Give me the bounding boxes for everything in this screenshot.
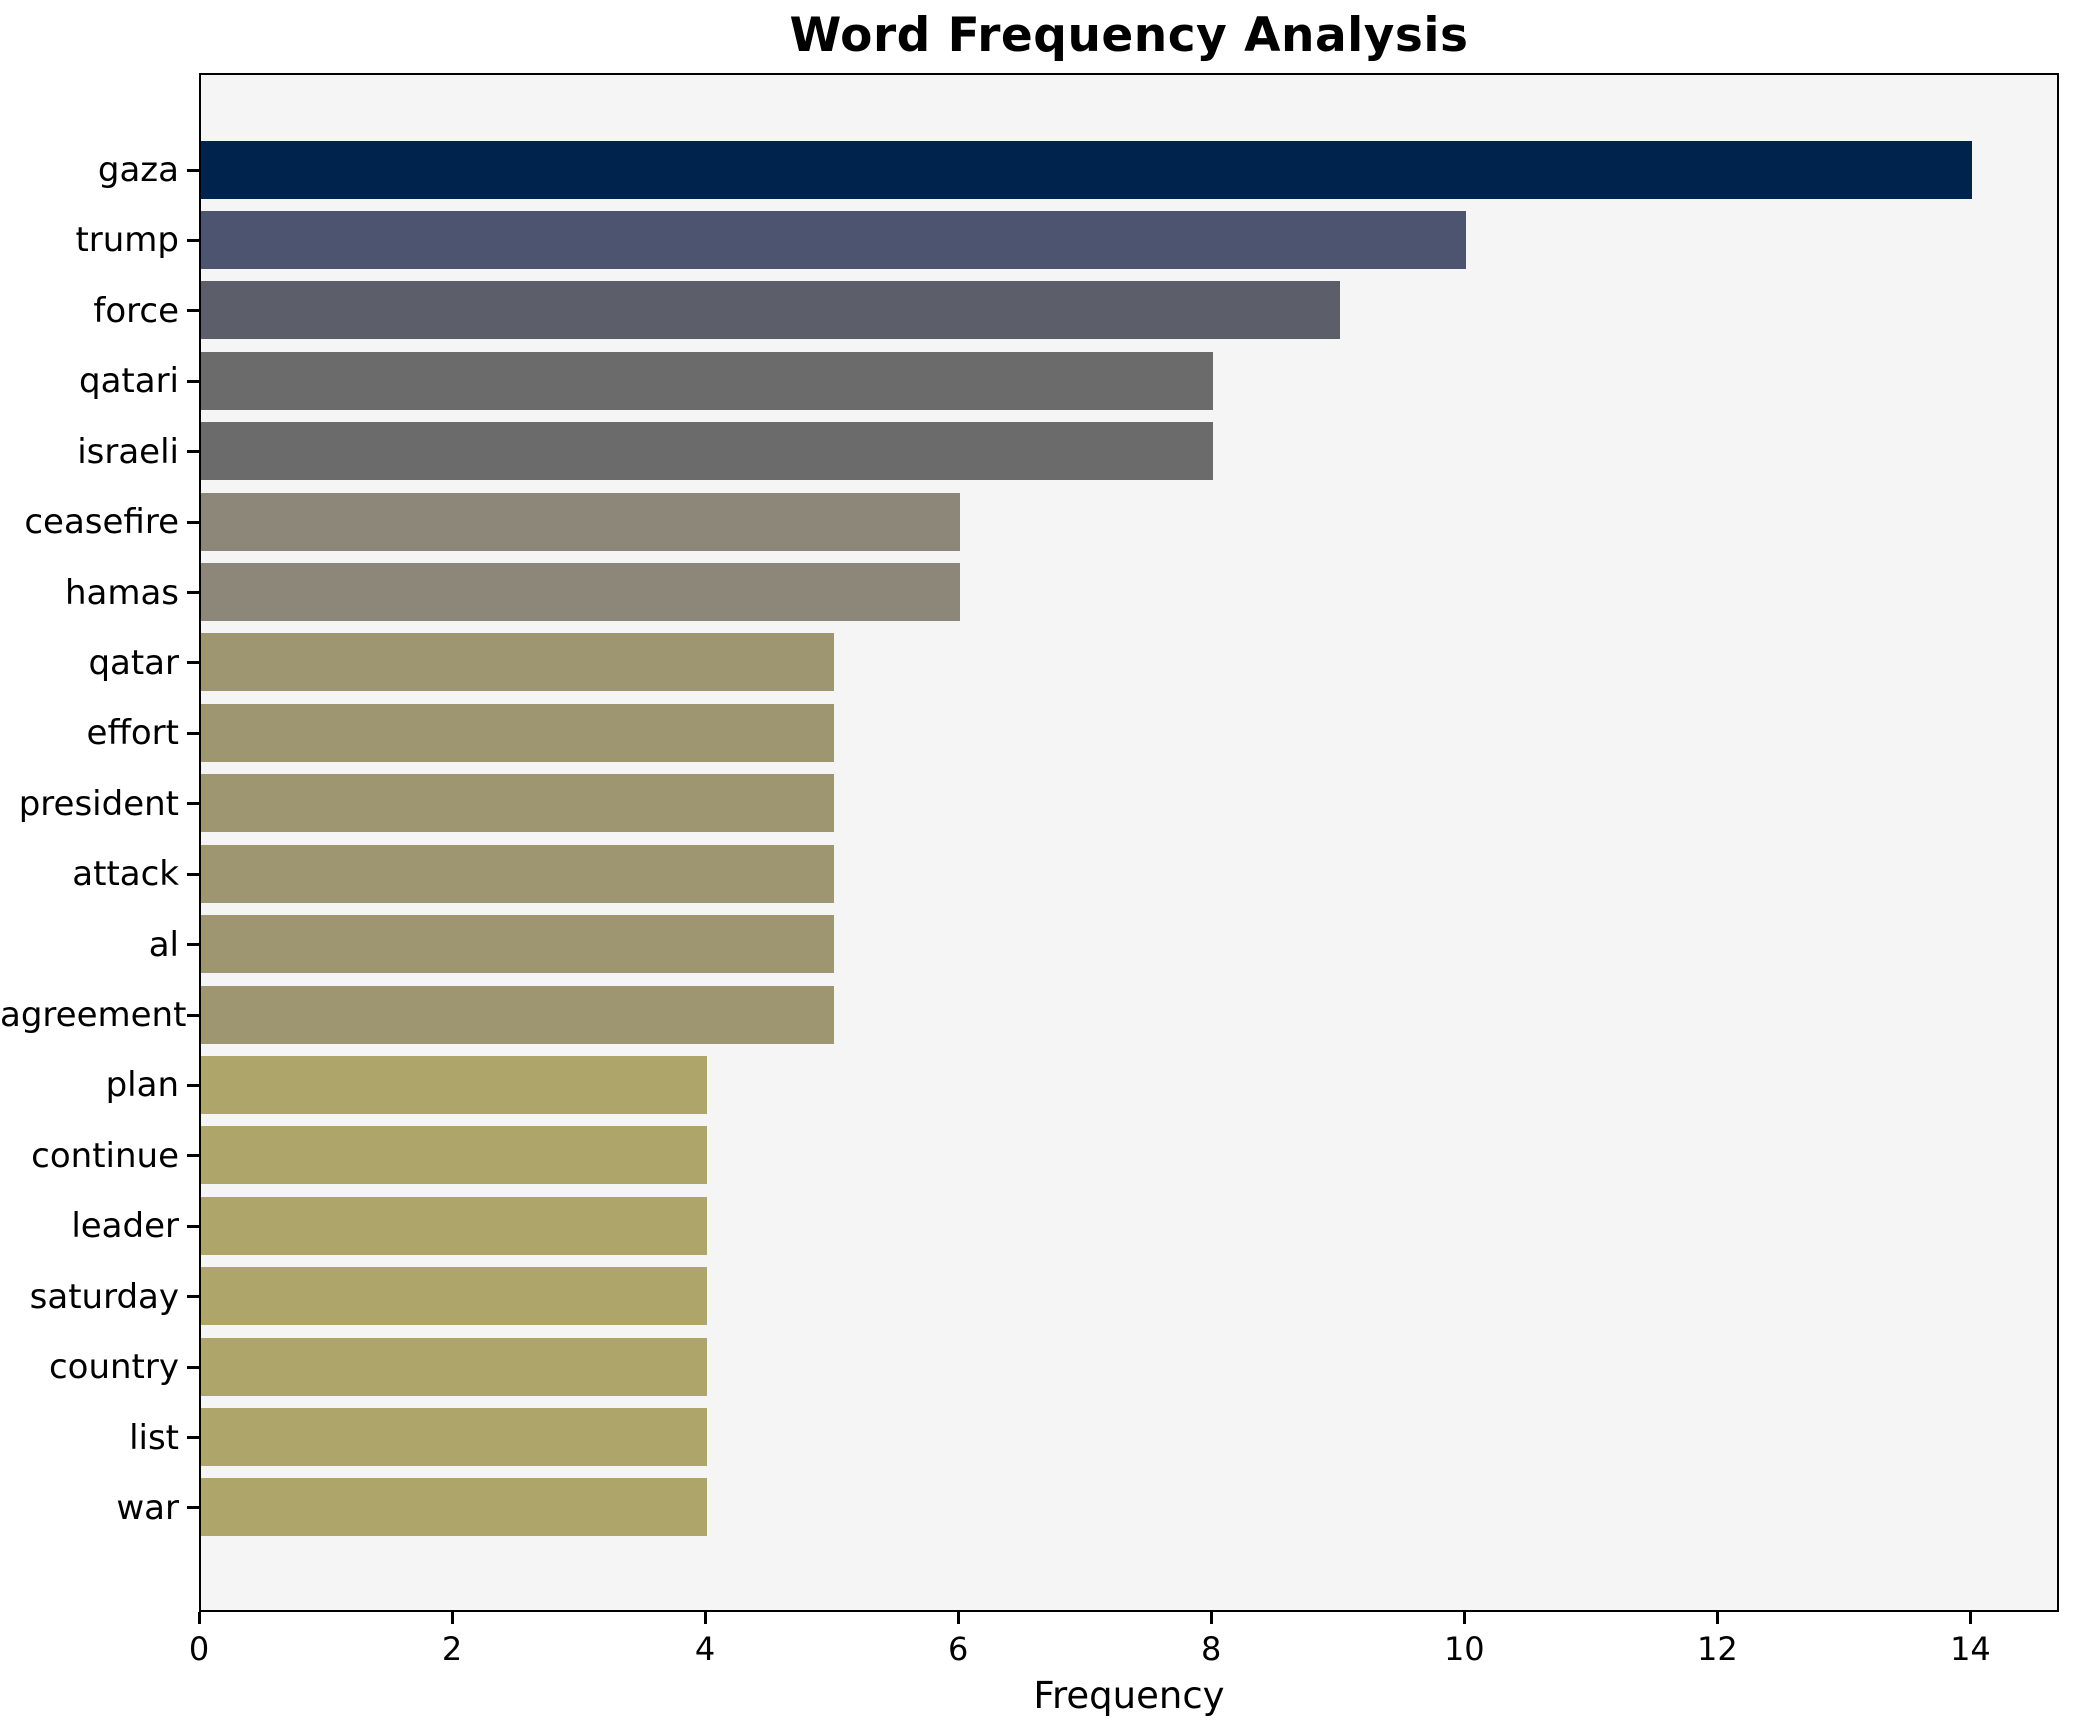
y-tick-mark	[187, 591, 199, 595]
bar-qatari	[201, 351, 1214, 410]
bar-leader	[201, 1196, 708, 1255]
bar-gaza	[201, 140, 1973, 199]
y-tick-mark	[187, 1506, 199, 1510]
y-tick-mark	[187, 872, 199, 876]
plot-area	[199, 73, 2059, 1612]
y-tick-mark	[187, 520, 199, 524]
bar-plan	[201, 1055, 708, 1114]
y-tick-label-al: al	[148, 924, 179, 965]
y-tick-mark	[187, 450, 199, 454]
x-tick-mark	[1209, 1612, 1213, 1624]
y-tick-label-israeli: israeli	[77, 431, 179, 472]
y-tick-label-saturday: saturday	[29, 1276, 179, 1317]
x-tick-label-4: 4	[694, 1630, 716, 1668]
bar-country	[201, 1337, 708, 1396]
y-tick-label-qatar: qatar	[88, 642, 179, 683]
x-tick-label-6: 6	[947, 1630, 969, 1668]
x-axis-title: Frequency	[1033, 1674, 1225, 1717]
y-tick-label-attack: attack	[72, 854, 179, 895]
bar-effort	[201, 703, 834, 762]
x-tick-label-12: 12	[1697, 1630, 1738, 1668]
y-tick-mark	[187, 1436, 199, 1440]
y-tick-label-list: list	[129, 1417, 179, 1458]
x-tick-mark	[197, 1612, 201, 1624]
y-tick-mark	[187, 309, 199, 313]
bar-hamas	[201, 563, 961, 622]
bar-israeli	[201, 422, 1214, 481]
x-tick-mark	[1968, 1612, 1972, 1624]
y-tick-label-president: president	[18, 783, 179, 824]
y-tick-label-force: force	[93, 290, 179, 331]
bar-al	[201, 915, 834, 974]
y-tick-mark	[187, 1224, 199, 1228]
bar-qatar	[201, 633, 834, 692]
y-tick-mark	[187, 943, 199, 947]
y-tick-mark	[187, 168, 199, 172]
x-tick-mark	[703, 1612, 707, 1624]
y-tick-mark	[187, 661, 199, 665]
y-tick-label-qatari: qatari	[78, 361, 179, 402]
bar-force	[201, 281, 1340, 340]
bar-saturday	[201, 1267, 708, 1326]
y-tick-label-hamas: hamas	[64, 572, 179, 613]
y-tick-mark	[187, 731, 199, 735]
bar-agreement	[201, 985, 834, 1044]
y-tick-label-plan: plan	[105, 1065, 179, 1106]
y-tick-label-country: country	[48, 1347, 179, 1388]
x-tick-mark	[956, 1612, 960, 1624]
y-tick-label-ceasefire: ceasefire	[24, 502, 179, 543]
y-tick-mark	[187, 1083, 199, 1087]
bar-trump	[201, 210, 1467, 269]
y-tick-mark	[187, 238, 199, 242]
y-tick-label-gaza: gaza	[97, 150, 179, 190]
y-tick-label-leader: leader	[71, 1206, 179, 1247]
bar-continue	[201, 1126, 708, 1185]
y-tick-mark	[187, 379, 199, 383]
x-tick-mark	[1462, 1612, 1466, 1624]
y-tick-mark	[187, 1365, 199, 1369]
bar-ceasefire	[201, 492, 961, 551]
bar-list	[201, 1408, 708, 1467]
x-tick-mark	[450, 1612, 454, 1624]
x-tick-label-0: 0	[188, 1630, 210, 1668]
x-tick-label-10: 10	[1443, 1630, 1485, 1668]
x-tick-mark	[1715, 1612, 1719, 1624]
y-tick-mark	[187, 1013, 199, 1017]
bar-war	[201, 1478, 708, 1537]
y-tick-label-effort: effort	[86, 713, 179, 754]
y-tick-label-continue: continue	[31, 1135, 179, 1176]
x-tick-label-2: 2	[441, 1630, 463, 1668]
x-tick-label-8: 8	[1201, 1630, 1222, 1668]
y-tick-label-war: war	[116, 1487, 179, 1528]
y-tick-label-agreement: agreement	[0, 995, 187, 1036]
chart-title: Word Frequency Analysis	[789, 8, 1469, 63]
y-tick-mark	[187, 1154, 199, 1158]
y-tick-mark	[187, 802, 199, 806]
y-tick-mark	[187, 1295, 199, 1299]
bar-attack	[201, 844, 834, 903]
x-tick-label-14: 14	[1950, 1630, 1991, 1668]
bar-president	[201, 774, 834, 833]
y-tick-label-trump: trump	[75, 220, 179, 261]
